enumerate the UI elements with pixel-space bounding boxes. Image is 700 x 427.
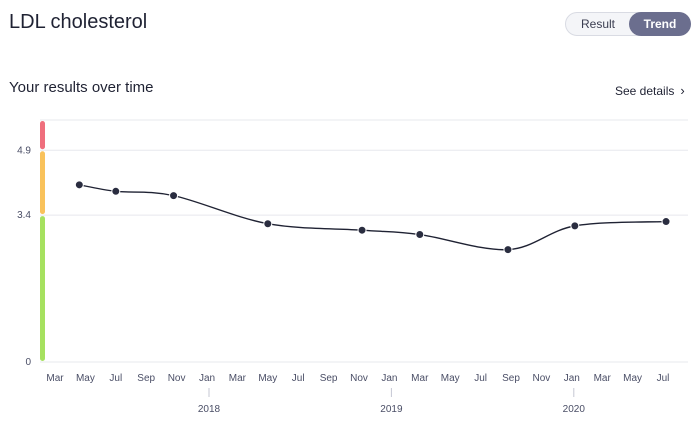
data-point[interactable] xyxy=(503,245,513,255)
x-tick-label: Mar xyxy=(411,373,429,384)
range-band xyxy=(40,151,45,215)
data-point[interactable] xyxy=(415,230,425,240)
y-tick-label: 3.4 xyxy=(17,210,31,221)
data-point[interactable] xyxy=(357,225,367,235)
trend-line xyxy=(79,184,667,251)
x-tick-label: Jan xyxy=(381,373,397,384)
data-point[interactable] xyxy=(111,186,121,196)
x-tick-label: Sep xyxy=(320,373,338,384)
section-subtitle: Your results over time xyxy=(9,79,154,96)
x-tick-label: Mar xyxy=(46,373,64,384)
x-tick-label: Jul xyxy=(474,373,487,384)
x-tick-label: Jan xyxy=(199,373,215,384)
x-tick-label: May xyxy=(76,373,95,384)
data-point[interactable] xyxy=(169,191,179,201)
x-tick-label: Mar xyxy=(229,373,247,384)
x-tick-label: Nov xyxy=(168,373,186,384)
x-tick-label: May xyxy=(258,373,277,384)
data-point[interactable] xyxy=(263,219,273,229)
year-label: 2018 xyxy=(198,404,221,415)
x-tick-label: Jul xyxy=(657,373,670,384)
tab-trend[interactable]: Trend xyxy=(629,12,691,36)
view-toggle: Result Trend xyxy=(565,12,691,36)
x-tick-label: Jul xyxy=(292,373,305,384)
x-tick-label: Jul xyxy=(109,373,122,384)
data-point[interactable] xyxy=(570,221,580,231)
chevron-right-icon: › xyxy=(680,83,685,98)
x-tick-label: Jan xyxy=(564,373,580,384)
year-label: 2019 xyxy=(380,404,403,415)
y-tick-label: 4.9 xyxy=(17,145,31,156)
x-tick-label: Mar xyxy=(594,373,612,384)
x-tick-label: Nov xyxy=(350,373,368,384)
see-details-link[interactable]: See details › xyxy=(615,83,685,98)
data-point[interactable] xyxy=(661,217,671,227)
page-title: LDL cholesterol xyxy=(9,11,148,33)
year-label: 2020 xyxy=(563,404,586,415)
x-tick-label: Sep xyxy=(502,373,520,384)
x-tick-label: Sep xyxy=(137,373,155,384)
data-point[interactable] xyxy=(74,180,84,190)
x-tick-label: May xyxy=(441,373,460,384)
range-band xyxy=(40,216,45,361)
range-band xyxy=(40,121,45,150)
x-tick-label: May xyxy=(623,373,642,384)
see-details-label: See details xyxy=(615,84,675,98)
y-tick-label: 0 xyxy=(25,357,31,368)
tab-result[interactable]: Result xyxy=(580,17,615,31)
x-tick-label: Nov xyxy=(533,373,551,384)
